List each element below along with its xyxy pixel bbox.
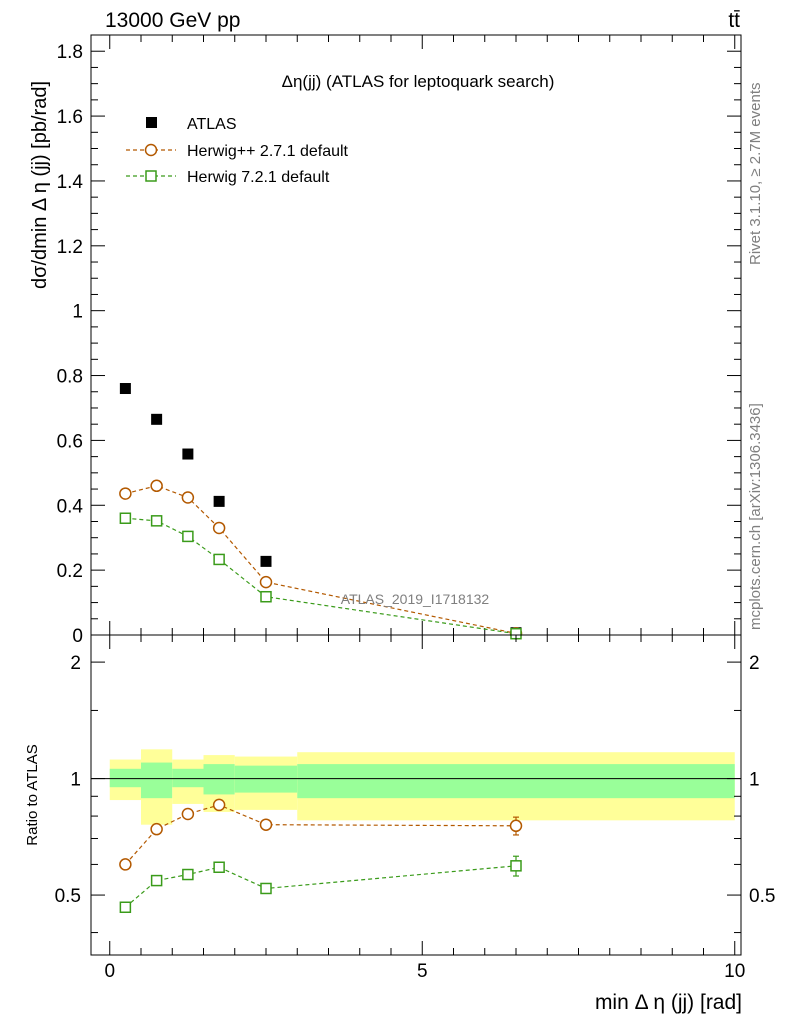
rivet-version-label: Rivet 3.1.10, ≥ 2.7M events: [747, 83, 764, 266]
main-data-point-herwig7: [182, 530, 194, 543]
legend-label-atlas: ATLAS: [187, 116, 237, 133]
ratio-point-herwig7: [260, 882, 272, 895]
main-y-tick-label: 1.4: [57, 172, 84, 193]
main-data-point-atlas: [213, 495, 225, 507]
main-data-point-atlas: [182, 448, 194, 460]
main-data-point-atlas: [260, 555, 272, 567]
header-energy-label: 13000 GeV pp: [105, 9, 240, 32]
ratio-point-herwigpp: [259, 818, 273, 831]
ratio-y-tick-label-right: 2: [749, 653, 760, 674]
ratio-y-tick-label: 0.5: [55, 886, 81, 907]
ratio-point-herwigpp: [181, 807, 195, 821]
ratio-stat-uncertainty-band: [297, 764, 735, 799]
header-process-label: tt̄: [728, 9, 740, 32]
legend-marker-atlas: [146, 117, 157, 128]
ratio-y-tick-label: 1: [70, 770, 81, 791]
main-y-tick-label: 1.6: [57, 107, 83, 128]
main-y-tick-label: 1.8: [57, 42, 83, 63]
ratio-plot-frame: [90, 634, 742, 956]
x-tick-label: 5: [417, 961, 428, 982]
x-axis-label: min Δ η (jj) [rad]: [595, 991, 742, 1014]
x-tick-label: 10: [724, 961, 745, 982]
ratio-stat-uncertainty-band: [172, 768, 204, 788]
main-data-point-herwigpp: [150, 479, 163, 493]
main-y-tick-label: 0.8: [57, 367, 83, 388]
main-data-point-herwigpp: [181, 491, 195, 504]
main-panel: 0 0.2 0.4 0.6 0.8 1 1.2 1.4 1.6 1.8: [57, 35, 741, 647]
ratio-point-herwig7: [510, 860, 522, 872]
ratio-point-herwig7: [150, 874, 163, 887]
ratio-point-herwigpp: [212, 798, 226, 812]
ratio-stat-uncertainty-band: [203, 764, 235, 795]
ratio-uncertainty-bands: [109, 749, 735, 825]
main-data-point-herwig7: [119, 512, 132, 524]
ratio-stat-uncertainty-band: [234, 765, 298, 793]
mcplots-reference-label: mcplots.cern.ch [arXiv:1306.3436]: [747, 403, 764, 630]
main-data-point-atlas: [119, 383, 131, 395]
ratio-point-herwig7: [213, 861, 225, 873]
main-y-tick-label: 0.6: [57, 431, 83, 452]
legend-label-herwig7: Herwig 7.2.1 default: [187, 169, 330, 186]
ratio-point-herwig7: [182, 868, 194, 881]
main-y-tick-label: 1.2: [57, 237, 83, 258]
main-data-point-herwigpp: [119, 487, 132, 500]
ratio-point-herwigpp: [119, 858, 132, 871]
ratio-stat-uncertainty-band: [141, 762, 173, 799]
legend-label-herwigpp: Herwig++ 2.7.1 default: [187, 143, 349, 160]
main-plot-title: Δη(jj) (ATLAS for leptoquark search): [282, 72, 555, 91]
legend: ATLAS Herwig++ 2.7.1 default Herwig 7.2.…: [126, 116, 349, 186]
ratio-y-tick-label: 2: [70, 653, 81, 674]
ratio-point-herwigpp: [509, 819, 523, 833]
ratio-series-line-1: [124, 865, 517, 908]
main-data-point-herwigpp: [212, 521, 226, 535]
ratio-series-line-0: [124, 804, 517, 865]
main-data-point-herwig7: [260, 590, 272, 603]
main-data-point-herwigpp: [259, 575, 273, 589]
main-data-point-atlas: [151, 413, 163, 425]
x-tick-label: 0: [104, 961, 115, 982]
main-data-point-herwig7: [150, 515, 163, 527]
main-series-line-2: [125, 517, 517, 635]
legend-marker-herwig7: [145, 170, 157, 182]
ratio-y-axis-label: Ratio to ATLAS: [24, 744, 41, 845]
main-data-point-herwig7: [213, 553, 225, 566]
main-y-tick-label: 0.4: [57, 496, 84, 517]
main-series-line-1: [125, 485, 517, 634]
ratio-y-tick-label-right: 1: [749, 770, 760, 791]
main-y-tick-label: 1: [72, 302, 83, 323]
main-y-axis-label: dσ/dmin Δ η (jj) [pb/rad]: [29, 81, 51, 289]
analysis-watermark: ATLAS_2019_I1718132: [341, 591, 490, 607]
ratio-point-herwig7: [119, 901, 132, 914]
main-y-tick-label: 0: [72, 626, 83, 647]
ratio-panel: 0.5 0.5 1 1 2 2 0 5 10: [55, 635, 775, 982]
main-y-tick-label: 0.2: [57, 561, 83, 582]
ratio-y-tick-label-right: 0.5: [749, 886, 775, 907]
ratio-stat-uncertainty-band: [109, 768, 141, 788]
legend-marker-herwigpp: [144, 143, 158, 157]
ratio-point-herwigpp: [150, 822, 163, 836]
